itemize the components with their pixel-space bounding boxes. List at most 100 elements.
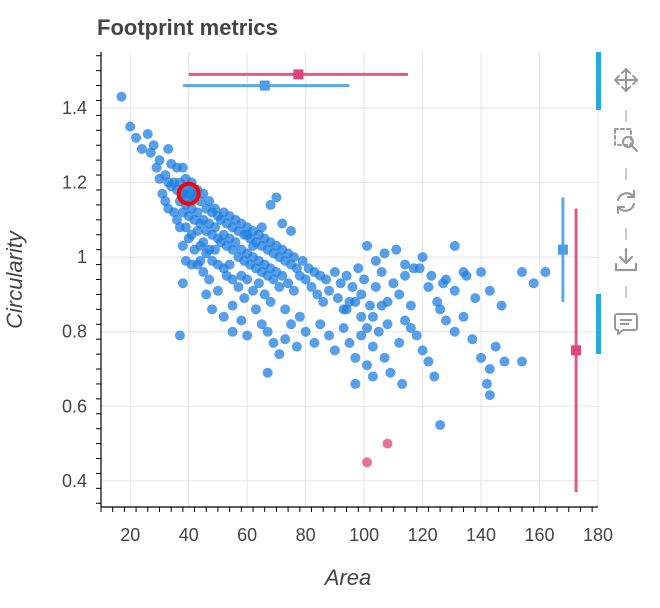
data-point — [397, 378, 408, 389]
data-point — [280, 334, 291, 345]
data-point — [423, 356, 434, 367]
data-point — [484, 364, 495, 375]
data-point — [277, 218, 288, 229]
data-point — [116, 91, 127, 102]
data-point — [484, 285, 495, 296]
data-point — [435, 304, 446, 315]
data-point — [283, 278, 294, 289]
hover-tool-button[interactable] — [612, 310, 640, 338]
data-point — [274, 349, 285, 360]
data-point — [476, 352, 487, 363]
data-point — [180, 222, 191, 233]
data-point — [286, 319, 297, 330]
x-tick-label: 40 — [179, 525, 199, 545]
data-point — [417, 252, 428, 263]
data-point — [350, 352, 361, 363]
highlighted-point — [176, 181, 201, 206]
data-point — [277, 270, 288, 281]
toolbar-separator — [625, 168, 627, 180]
data-point — [227, 300, 238, 311]
data-point — [154, 155, 165, 166]
data-point — [376, 267, 387, 278]
data-point — [353, 263, 364, 274]
data-point — [329, 267, 340, 278]
data-point — [516, 356, 527, 367]
data-point — [201, 289, 212, 300]
data-point — [300, 326, 311, 337]
data-point — [204, 274, 215, 285]
data-point — [236, 315, 247, 326]
data-point — [440, 315, 451, 326]
data-point — [367, 371, 378, 382]
y-tick-label: 0.8 — [62, 322, 87, 342]
data-point — [367, 311, 378, 322]
data-point — [364, 300, 375, 311]
toolbar-separator — [625, 286, 627, 298]
data-point — [370, 281, 381, 292]
data-point — [329, 345, 340, 356]
x-tick-label: 160 — [525, 525, 555, 545]
x-tick-label: 120 — [408, 525, 438, 545]
data-point — [449, 240, 460, 251]
data-point — [490, 341, 501, 352]
data-point — [376, 300, 387, 311]
pan-tool-button[interactable] — [612, 66, 640, 94]
data-point — [265, 199, 276, 210]
data-point — [379, 352, 390, 363]
y-tick-label: 0.6 — [62, 396, 87, 416]
data-point — [338, 322, 349, 333]
data-point — [286, 226, 297, 237]
data-point — [177, 240, 188, 251]
data-point — [540, 267, 551, 278]
data-point — [309, 337, 320, 348]
data-point — [250, 304, 261, 315]
x-tick-label: 20 — [120, 525, 140, 545]
data-point — [350, 296, 361, 307]
x-tick-label: 100 — [349, 525, 379, 545]
data-point — [315, 319, 326, 330]
data-point — [142, 129, 153, 140]
data-point — [198, 188, 209, 199]
x-tick-label: 80 — [296, 525, 316, 545]
x-axis-label: Area — [323, 565, 371, 590]
data-point — [449, 285, 460, 296]
data-point — [400, 259, 411, 270]
plot-area[interactable] — [116, 69, 582, 493]
data-point — [262, 326, 273, 337]
data-point — [461, 270, 472, 281]
data-point — [300, 274, 311, 285]
data-point — [438, 278, 449, 289]
data-point — [148, 140, 159, 151]
data-point — [370, 255, 381, 266]
data-point — [458, 311, 469, 322]
errorbar-marker — [259, 80, 270, 91]
data-point — [356, 311, 367, 322]
data-point — [291, 341, 302, 352]
box-zoom-tool-button[interactable] — [612, 126, 640, 154]
reset-tool-button[interactable] — [612, 188, 640, 216]
toolbar-active-indicator — [596, 294, 601, 354]
data-point — [362, 240, 373, 251]
data-point — [516, 267, 527, 278]
data-point — [379, 248, 390, 259]
data-point — [367, 341, 378, 352]
data-point — [136, 143, 147, 154]
data-point — [470, 293, 481, 304]
data-point — [259, 289, 270, 300]
errorbar-marker — [571, 345, 582, 356]
x-tick-label: 180 — [583, 525, 613, 545]
data-point — [242, 330, 253, 341]
hover-icon — [614, 313, 638, 335]
y-tick-label: 0.4 — [62, 471, 87, 491]
data-point — [265, 296, 276, 307]
save-tool-button[interactable] — [612, 246, 640, 274]
data-point — [294, 311, 305, 322]
data-point — [382, 319, 393, 330]
x-tick-label: 140 — [466, 525, 496, 545]
errorbar-marker — [293, 69, 304, 80]
data-point — [499, 356, 510, 367]
data-point — [350, 378, 361, 389]
data-point — [405, 300, 416, 311]
data-point — [253, 278, 264, 289]
data-point — [318, 296, 329, 307]
